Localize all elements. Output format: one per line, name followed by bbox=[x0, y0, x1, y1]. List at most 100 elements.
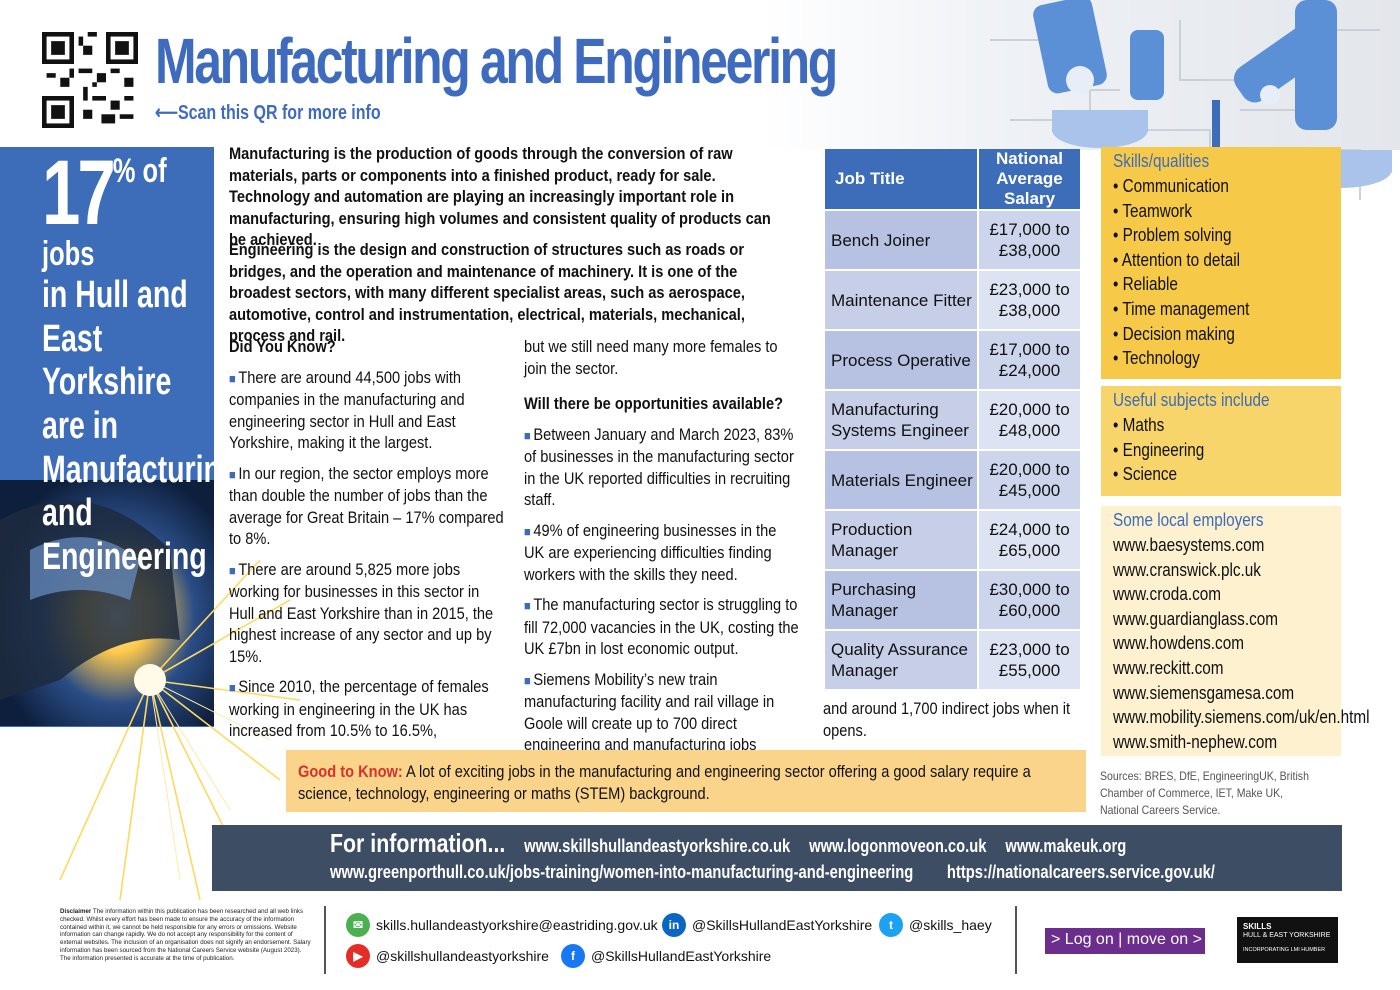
linkedin-icon: in bbox=[662, 913, 686, 937]
youtube-icon: ▶ bbox=[346, 944, 370, 968]
list-item: Attention to detail bbox=[1113, 248, 1297, 273]
opportunity-item: ■ Siemens Mobility’s new train manufactur… bbox=[524, 669, 775, 755]
table-row: Quality Assurance Manager £23,000 to £55,… bbox=[825, 631, 1080, 689]
job-title-header: Job Title bbox=[825, 149, 978, 209]
salary-table: Job Title National Average Salary Bench … bbox=[823, 147, 1082, 691]
qr-hint: ⟵Scan this QR for more info bbox=[155, 102, 381, 124]
list-item: Technology bbox=[1113, 346, 1297, 371]
employer-link[interactable]: www.howdens.com bbox=[1113, 633, 1244, 654]
youtube-contact[interactable]: ▶ @skillshullandeastyorkshire bbox=[346, 944, 549, 968]
opportunity-continuation: and around 1,700 indirect jobs when it o… bbox=[823, 699, 1071, 740]
manufacturing-intro: Manufacturing is the production of goods… bbox=[229, 144, 771, 249]
info-link[interactable]: www.logonmoveon.co.uk bbox=[809, 836, 987, 856]
did-you-know-column: Did You Know? ■ There are around 44,500 j… bbox=[229, 336, 504, 751]
square-bullet-icon: ■ bbox=[229, 562, 236, 578]
envelope-icon: ✉ bbox=[346, 913, 370, 937]
skills-panel: Skills/qualities Communication Teamwork … bbox=[1101, 147, 1341, 379]
list-item: Science bbox=[1113, 462, 1297, 487]
stat-suffix: % of jobs bbox=[42, 152, 167, 273]
twitter-contact[interactable]: t @skills_haey bbox=[879, 913, 992, 937]
table-row: Production Manager £24,000 to £65,000 bbox=[825, 511, 1080, 569]
employer-link[interactable]: www.reckitt.com bbox=[1113, 657, 1224, 678]
fact-continuation: but we still need many more females to j… bbox=[524, 337, 778, 378]
table-row: Process Operative £17,000 to £24,000 bbox=[825, 331, 1080, 389]
stat-line-1: in Hull and East bbox=[42, 273, 188, 360]
page-title: Manufacturing and Engineering bbox=[155, 25, 838, 97]
employer-link[interactable]: www.cranswick.plc.uk bbox=[1113, 559, 1261, 580]
opportunity-item: ■ Between January and March 2023, 83% of … bbox=[524, 424, 794, 510]
robot-arm-illustration bbox=[990, 0, 1392, 200]
list-item: Communication bbox=[1113, 174, 1297, 199]
subjects-panel: Useful subjects include Maths Engineerin… bbox=[1101, 386, 1341, 496]
welder-illustration bbox=[0, 480, 300, 901]
square-bullet-icon: ■ bbox=[229, 466, 236, 482]
list-item: Reliable bbox=[1113, 272, 1297, 297]
fact-item: ■ Since 2010, the percentage of females w… bbox=[229, 677, 489, 740]
skills-hey-logo: SKILLS HULL & EAST YORKSHIRE INCORPORATI… bbox=[1237, 917, 1338, 963]
twitter-icon: t bbox=[879, 913, 903, 937]
subjects-heading: Useful subjects include bbox=[1113, 390, 1270, 410]
skills-heading: Skills/qualities bbox=[1113, 151, 1210, 171]
table-row: Purchasing Manager £30,000 to £60,000 bbox=[825, 571, 1080, 629]
employer-link[interactable]: www.smith-nephew.com bbox=[1113, 731, 1278, 752]
stat-line-3: Manufacturing bbox=[42, 448, 239, 491]
opportunities-heading: Will there be opportunities available? bbox=[524, 394, 784, 413]
stat-line-4: and Engineering bbox=[42, 492, 207, 579]
table-row: Manufacturing Systems Engineer £20,000 to… bbox=[825, 391, 1080, 449]
email-contact[interactable]: ✉ skills.hullandeastyorkshire@eastriding… bbox=[346, 913, 658, 937]
employer-link[interactable]: www.croda.com bbox=[1113, 584, 1221, 605]
stat-number: 17 bbox=[42, 142, 116, 244]
divider bbox=[1015, 906, 1017, 974]
disclaimer-label: Disclaimer bbox=[60, 908, 92, 915]
engineering-intro: Engineering is the design and constructi… bbox=[229, 240, 745, 345]
facebook-contact[interactable]: f @SkillsHullandEastYorkshire bbox=[561, 944, 771, 968]
square-bullet-icon: ■ bbox=[524, 672, 531, 688]
logon-moveon-logo[interactable]: > Log on | move on > bbox=[1045, 928, 1205, 954]
linkedin-contact[interactable]: in @SkillsHullandEastYorkshire bbox=[662, 913, 872, 937]
fact-item: ■ In our region, the sector employs more … bbox=[229, 463, 504, 549]
list-item: Problem solving bbox=[1113, 223, 1297, 248]
good-to-know-box: Good to Know: A lot of exciting jobs in … bbox=[286, 750, 1086, 812]
list-item: Maths bbox=[1113, 413, 1297, 438]
employer-link[interactable]: www.mobility.siemens.com/uk/en.html bbox=[1113, 707, 1370, 728]
info-link[interactable]: www.makeuk.org bbox=[1005, 836, 1127, 856]
disclaimer: Disclaimer The information within this p… bbox=[60, 908, 312, 963]
square-bullet-icon: ■ bbox=[524, 427, 531, 443]
table-row: Bench Joiner £17,000 to £38,000 bbox=[825, 211, 1080, 269]
good-to-know-text: A lot of exciting jobs in the manufactur… bbox=[298, 762, 1031, 803]
disclaimer-text: The information within this publication … bbox=[60, 908, 311, 954]
square-bullet-icon: ■ bbox=[524, 598, 531, 613]
divider bbox=[324, 906, 326, 974]
info-link[interactable]: https://nationalcareers.service.gov.uk/ bbox=[946, 862, 1215, 882]
stat-line-2: Yorkshire are in bbox=[42, 361, 172, 447]
square-bullet-icon: ■ bbox=[229, 680, 236, 695]
table-row: Maintenance Fitter £23,000 to £38,000 bbox=[825, 271, 1080, 329]
info-link[interactable]: www.greenporthull.co.uk/jobs-training/wo… bbox=[330, 862, 914, 882]
info-link[interactable]: www.skillshullandeastyorkshire.co.uk bbox=[524, 836, 791, 856]
opportunities-column: but we still need many more females to j… bbox=[524, 336, 799, 765]
list-item: Engineering bbox=[1113, 438, 1297, 463]
square-bullet-icon: ■ bbox=[524, 523, 531, 539]
square-bullet-icon: ■ bbox=[229, 370, 236, 386]
employer-link[interactable]: www.baesystems.com bbox=[1113, 535, 1265, 555]
info-label: For information... bbox=[330, 828, 506, 858]
good-to-know-label: Good to Know: bbox=[298, 762, 403, 781]
fact-item: ■ There are around 44,500 jobs with compa… bbox=[229, 367, 465, 453]
did-you-know-heading: Did You Know? bbox=[229, 337, 336, 356]
opportunity-item: ■ 49% of engineering businesses in the UK… bbox=[524, 520, 777, 584]
opportunity-item: ■ The manufacturing sector is struggling … bbox=[524, 595, 799, 658]
disclaimer-note: The information presented is accurate at… bbox=[60, 954, 235, 962]
employers-heading: Some local employers bbox=[1113, 510, 1264, 530]
facebook-icon: f bbox=[561, 944, 585, 968]
info-bar: For information... www.skillshullandeast… bbox=[212, 825, 1342, 891]
sources-note: Sources: BRES, DfE, EngineeringUK, Briti… bbox=[1100, 769, 1309, 817]
list-item: Decision making bbox=[1113, 322, 1297, 347]
salary-header: National Average Salary bbox=[979, 149, 1080, 209]
employer-link[interactable]: www.guardianglass.com bbox=[1113, 608, 1278, 629]
list-item: Teamwork bbox=[1113, 199, 1297, 224]
employer-link[interactable]: www.siemensgamesa.com bbox=[1113, 682, 1295, 703]
table-row: Materials Engineer £20,000 to £45,000 bbox=[825, 451, 1080, 509]
list-item: Time management bbox=[1113, 297, 1297, 322]
qr-code[interactable] bbox=[42, 32, 138, 128]
stat-headline: 17% of jobs in Hull and East Yorkshire a… bbox=[42, 147, 239, 580]
